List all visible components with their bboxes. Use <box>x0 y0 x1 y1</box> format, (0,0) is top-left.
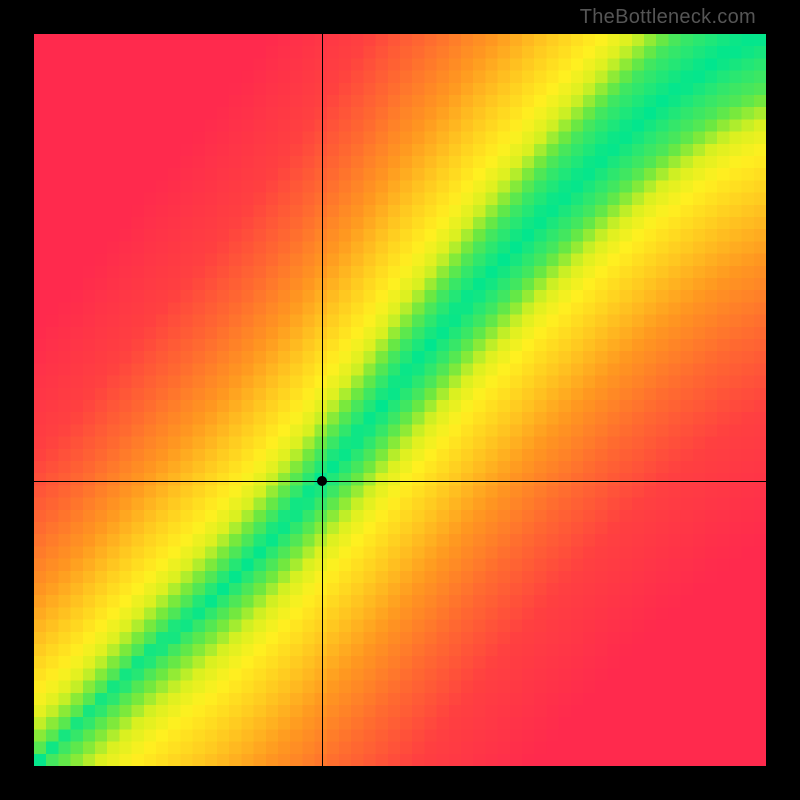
bottleneck-heatmap <box>34 34 766 766</box>
heatmap-canvas <box>34 34 766 766</box>
watermark-text: TheBottleneck.com <box>580 6 756 29</box>
crosshair-horizontal <box>34 481 766 482</box>
crosshair-vertical <box>322 34 323 766</box>
crosshair-marker <box>317 476 327 486</box>
